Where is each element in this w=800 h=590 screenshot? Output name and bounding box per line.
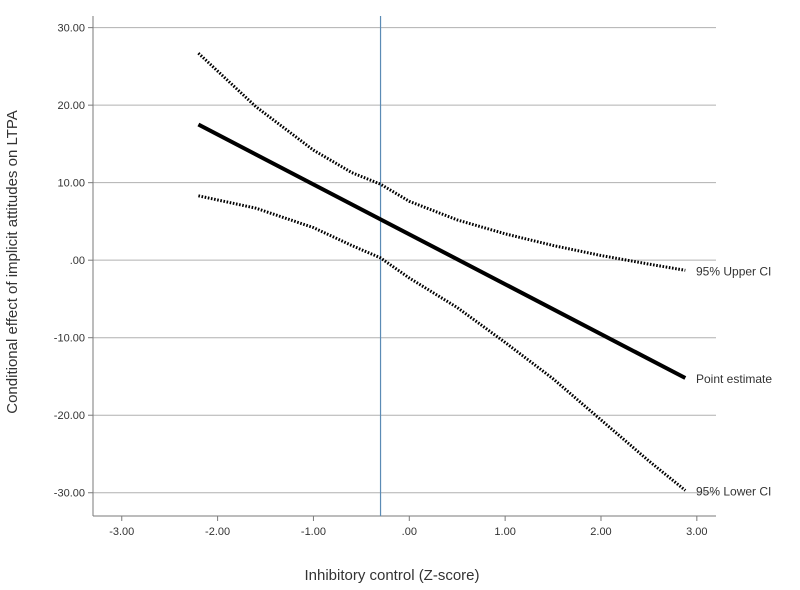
y-tick-label: 10.00 <box>57 178 85 190</box>
y-axis-title: Conditional effect of implicit attitudes… <box>4 110 21 414</box>
series-lines <box>197 52 687 492</box>
y-tick-label: -30.00 <box>54 488 85 500</box>
x-tick-label: 2.00 <box>590 526 611 538</box>
y-tick-label: -10.00 <box>54 333 85 345</box>
tick-labels: 30.00 20.00 10.00 .00 -10.00 -20.00 -30.00 -3.0… <box>54 23 708 538</box>
x-tick-label: 3.00 <box>686 526 707 538</box>
series-label-point-estimate: Point estimate <box>696 372 772 386</box>
series-label-95-upper-ci: 95% Upper CI <box>696 264 771 278</box>
x-tick-label: -3.00 <box>109 526 134 538</box>
series-line-point-estimate <box>197 122 687 380</box>
x-tick-label: 1.00 <box>494 526 515 538</box>
x-axis-title: Inhibitory control (Z-score) <box>304 567 479 584</box>
series-line-95-lower-ci <box>198 194 687 492</box>
series-line-95-upper-ci <box>197 52 686 272</box>
y-tick-label: -20.00 <box>54 410 85 422</box>
x-tick-label: -2.00 <box>205 526 230 538</box>
axes <box>88 16 716 521</box>
y-tick-label: 20.00 <box>57 100 85 112</box>
y-tick-label: 30.00 <box>57 23 85 35</box>
x-tick-label: .00 <box>402 526 417 538</box>
series-labels: 95% Upper CI Point estimate 95% Lower CI <box>696 264 772 498</box>
y-tick-label: .00 <box>70 255 85 267</box>
series-label-95-lower-ci: 95% Lower CI <box>696 484 771 498</box>
x-tick-label: -1.00 <box>301 526 326 538</box>
gridlines <box>93 27 716 494</box>
